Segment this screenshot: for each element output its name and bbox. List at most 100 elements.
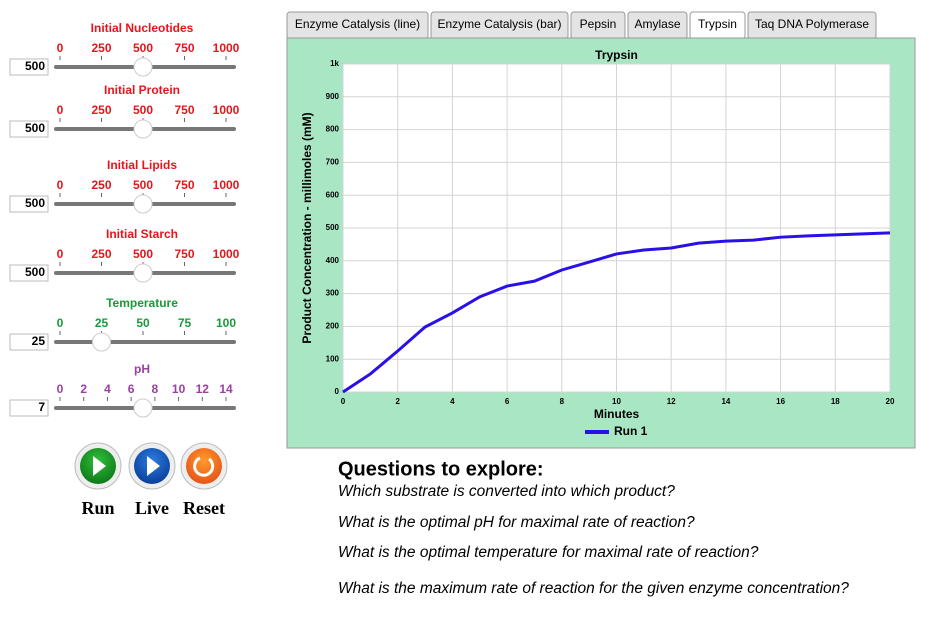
slider-tick-label: 500 <box>133 41 153 55</box>
button-label: Reset <box>183 498 225 518</box>
slider-label: Initial Lipids <box>107 158 177 172</box>
slider-tick-label: 750 <box>174 41 194 55</box>
y-tick-label: 200 <box>326 322 340 331</box>
slider-tick-label: 250 <box>91 41 111 55</box>
slider-tick-label: 50 <box>136 316 150 330</box>
tab-label: Taq DNA Polymerase <box>755 17 869 31</box>
x-tick-label: 0 <box>341 397 346 406</box>
tab-label: Trypsin <box>698 17 737 31</box>
question: What is the optimal pH for maximal rate … <box>338 514 695 531</box>
slider-tick-label: 250 <box>91 247 111 261</box>
button-label: Live <box>135 498 169 518</box>
slider-label: pH <box>134 362 150 376</box>
value-input[interactable] <box>9 120 49 138</box>
tab[interactable]: Pepsin <box>570 11 626 40</box>
x-tick-label: 14 <box>721 397 730 406</box>
slider-tick-label: 0 <box>57 41 64 55</box>
tab[interactable]: Taq DNA Polymerase <box>747 11 877 40</box>
slider-knob[interactable] <box>133 57 153 77</box>
y-tick-label: 100 <box>326 354 340 363</box>
slider-tick-label: 750 <box>174 103 194 117</box>
y-tick-label: 400 <box>326 256 340 265</box>
value-input[interactable] <box>9 58 49 76</box>
slider[interactable]: Initial Starch 0 250 500 750 1000 500 <box>9 227 240 283</box>
slider-tick-label: 75 <box>178 316 192 330</box>
slider-tick-label: 500 <box>133 178 153 192</box>
slider-knob[interactable] <box>133 119 153 139</box>
button-face <box>186 448 222 484</box>
x-tick-label: 8 <box>560 397 565 406</box>
y-tick-label: 900 <box>326 92 340 101</box>
x-tick-label: 16 <box>776 397 785 406</box>
chart-title: Trypsin <box>595 48 638 62</box>
tab[interactable]: Enzyme Catalysis (line) <box>286 11 429 40</box>
value-text: 25 <box>32 334 46 348</box>
slider[interactable]: Initial Nucleotides 0 250 500 750 1000 500 <box>9 21 240 77</box>
tab-label: Pepsin <box>580 17 617 31</box>
tab-label: Enzyme Catalysis (bar) <box>437 17 561 31</box>
x-axis-label: Minutes <box>594 407 640 421</box>
x-tick-label: 6 <box>505 397 510 406</box>
slider-knob[interactable] <box>133 263 153 283</box>
value-text: 500 <box>25 59 45 73</box>
slider-tick-label: 100 <box>216 316 236 330</box>
value-input[interactable] <box>9 399 49 417</box>
button[interactable]: Live <box>128 442 176 518</box>
question: What is the maximum rate of reaction for… <box>338 580 849 597</box>
slider-knob[interactable] <box>133 398 153 418</box>
value-input[interactable] <box>9 195 49 213</box>
y-tick-label: 500 <box>326 223 340 232</box>
slider-tick-label: 10 <box>172 382 186 396</box>
button-icon <box>193 456 215 477</box>
slider[interactable]: Initial Protein 0 250 500 750 1000 500 <box>9 83 240 139</box>
slider-tick-label: 250 <box>91 178 111 192</box>
value-text: 500 <box>25 121 45 135</box>
tab-label: Enzyme Catalysis (line) <box>295 17 420 31</box>
slider-tick-label: 500 <box>133 103 153 117</box>
slider-tick-label: 750 <box>174 178 194 192</box>
tab[interactable]: Enzyme Catalysis (bar) <box>430 11 569 40</box>
y-tick-label: 800 <box>326 125 340 134</box>
slider-tick-label: 0 <box>57 382 64 396</box>
x-tick-label: 2 <box>395 397 400 406</box>
slider-tick-label: 25 <box>95 316 109 330</box>
value-input[interactable] <box>9 264 49 282</box>
slider-knob[interactable] <box>133 194 153 214</box>
slider-label: Initial Starch <box>106 227 178 241</box>
slider-tick-label: 1000 <box>213 178 240 192</box>
slider-knob[interactable] <box>92 332 111 352</box>
question: What is the optimal temperature for maxi… <box>338 544 759 561</box>
y-tick-label: 600 <box>326 190 340 199</box>
slider-tick-label: 12 <box>196 382 210 396</box>
legend-label: Run 1 <box>614 424 648 438</box>
slider-label: Initial Protein <box>104 83 180 97</box>
value-text: 500 <box>25 265 45 279</box>
x-tick-label: 12 <box>667 397 676 406</box>
data-line <box>342 231 891 394</box>
slider-label: Initial Nucleotides <box>91 21 194 35</box>
button[interactable]: Run <box>74 442 122 518</box>
tab[interactable]: Amylase <box>627 11 688 40</box>
y-tick-label: 1k <box>330 59 339 68</box>
slider-tick-label: 0 <box>57 316 64 330</box>
y-axis-label: Product Concentration - millimoles (mM) <box>300 112 314 343</box>
tab[interactable]: Trypsin <box>689 11 746 40</box>
tab-label: Amylase <box>634 17 680 31</box>
button[interactable]: Reset <box>180 442 228 518</box>
value-text: 7 <box>38 400 45 414</box>
button-icon <box>147 456 160 476</box>
x-tick-label: 20 <box>886 397 895 406</box>
slider-track <box>54 340 236 344</box>
y-tick-label: 300 <box>326 289 340 298</box>
slider-tick-label: 750 <box>174 247 194 261</box>
button-label: Run <box>81 498 114 518</box>
slider[interactable]: Temperature 0 25 50 75 100 25 <box>9 296 236 352</box>
slider-tick-label: 4 <box>104 382 111 396</box>
slider[interactable]: pH 0 2 4 6 8 10 12 14 7 <box>9 362 236 418</box>
slider[interactable]: Initial Lipids 0 250 500 750 1000 500 <box>9 158 240 214</box>
slider-tick-label: 1000 <box>213 41 240 55</box>
value-input[interactable] <box>9 333 49 351</box>
slider-tick-label: 14 <box>219 382 233 396</box>
